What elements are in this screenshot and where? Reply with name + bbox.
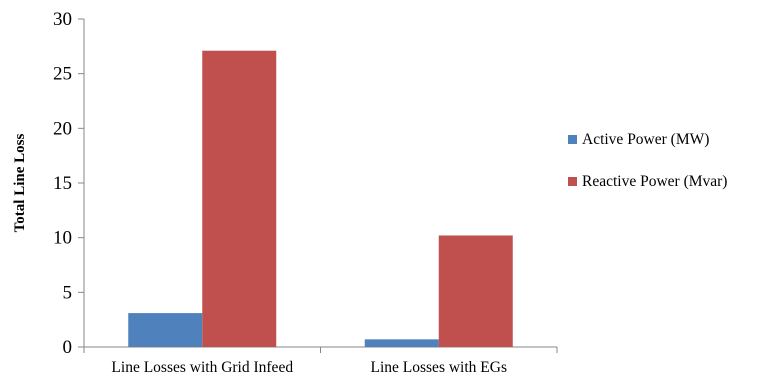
legend-label: Active Power (MW)	[582, 131, 709, 148]
x-category-label: Line Losses with EGs	[371, 359, 507, 376]
y-tick-label: 15	[53, 173, 72, 194]
bar-active-power-1	[128, 313, 203, 347]
x-category-label: Line Losses with Grid Infeed	[111, 359, 293, 376]
legend-swatch	[568, 135, 577, 144]
legend-label: Reactive Power (Mvar)	[582, 173, 727, 190]
y-tick-label: 0	[63, 337, 73, 358]
y-axis: 0 5 10 15 20 25 30	[53, 9, 85, 358]
y-tick-label: 5	[63, 282, 73, 303]
bar-reactive-power-1	[202, 50, 277, 347]
bar-active-power-2	[364, 339, 439, 347]
y-tick-label: 25	[53, 64, 72, 85]
legend: Active Power (MW) Reactive Power (Mvar)	[568, 131, 727, 190]
x-axis: Line Losses with Grid Infeed Line Losses …	[83, 346, 558, 376]
y-tick-label: 30	[53, 9, 72, 30]
legend-swatch	[568, 177, 577, 186]
bar-reactive-power-2	[438, 235, 513, 347]
y-tick-label: 20	[53, 118, 72, 139]
y-axis-label: Total Line Loss	[12, 134, 28, 233]
bars	[128, 50, 513, 347]
y-tick-label: 10	[53, 228, 72, 249]
